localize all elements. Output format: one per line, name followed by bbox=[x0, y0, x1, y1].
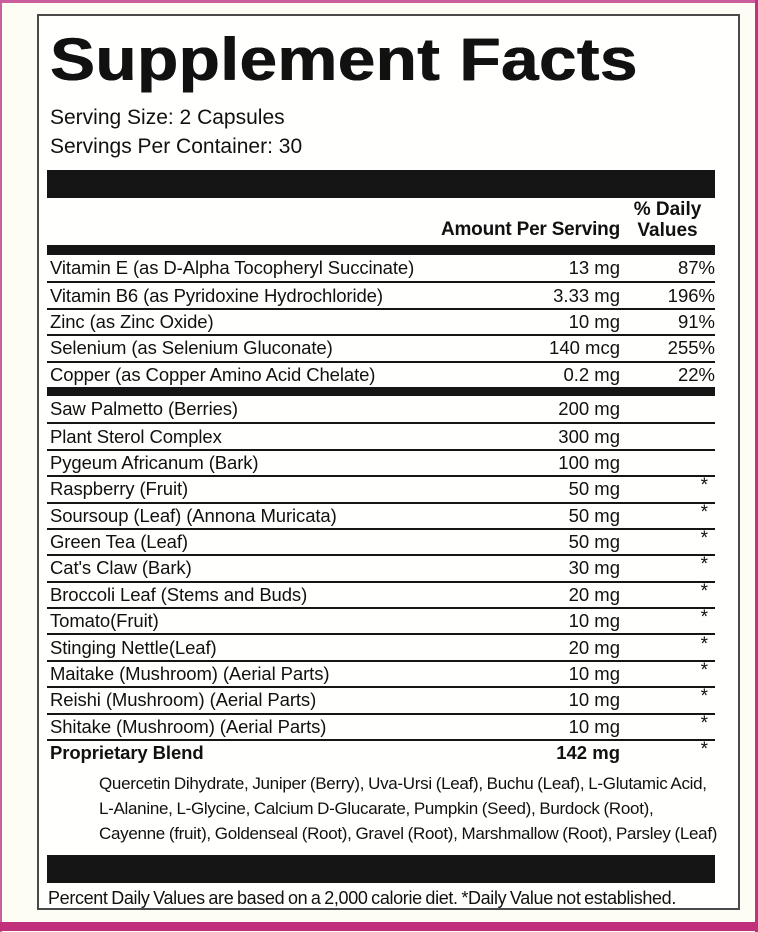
daily-values-header: % Daily Values bbox=[620, 199, 715, 241]
amount-value: 10 mg bbox=[568, 610, 620, 632]
table-row: Maitake (Mushroom) (Aerial Parts) 10 mg * bbox=[47, 659, 715, 686]
table-row: Reishi (Mushroom) (Aerial Parts) 10 mg * bbox=[47, 686, 715, 712]
table-row: Stinging Nettle(Leaf) 20 mg * bbox=[47, 633, 715, 659]
pink-frame-bottom bbox=[0, 922, 758, 931]
pink-frame-right bbox=[755, 0, 758, 932]
ingredient-name: Vitamin E (as D-Alpha Tocopheryl Succina… bbox=[50, 257, 415, 279]
table-column-headers: Amount Per Serving % Daily Values bbox=[47, 198, 715, 245]
dv-value: * bbox=[700, 554, 708, 576]
dv-value: 87% bbox=[677, 257, 715, 279]
label-content: Supplement Facts Serving Size: 2 Capsule… bbox=[39, 16, 738, 909]
ingredient-name: Shitake (Mushroom) (Aerial Parts) bbox=[50, 715, 327, 737]
amount-value: 3.33 mg bbox=[553, 284, 620, 306]
dv-value: * bbox=[700, 580, 708, 602]
table-row: Selenium (as Selenium Gluconate) 140 mcg 2… bbox=[47, 334, 715, 360]
table-row: Tomato(Fruit) 10 mg * bbox=[47, 607, 715, 633]
ingredient-name: Reishi (Mushroom) (Aerial Parts) bbox=[50, 689, 317, 711]
ingredient-name: Soursoup (Leaf) (Annona Muricata) bbox=[50, 504, 337, 526]
table-row: Raspberry (Fruit) 50 mg * bbox=[47, 475, 715, 501]
amount-value: 50 mg bbox=[568, 504, 620, 526]
ingredient-name: Saw Palmetto (Berries) bbox=[50, 398, 238, 420]
amount-value: 300 mg bbox=[558, 425, 620, 447]
top-section-bar bbox=[47, 170, 715, 198]
amount-per-serving-header: Amount Per Serving bbox=[440, 219, 620, 240]
ingredient-name: Cat's Claw (Bark) bbox=[50, 557, 192, 579]
pink-frame-left bbox=[0, 0, 2, 932]
ingredient-name: Pygeum Africanum (Bark) bbox=[50, 451, 259, 473]
table-row: Copper (as Copper Amino Acid Chelate) 0.2… bbox=[47, 360, 715, 387]
dv-value: 22% bbox=[677, 363, 715, 385]
amount-value: 10 mg bbox=[568, 715, 620, 737]
amount-value: 20 mg bbox=[568, 583, 620, 605]
table-row: Pygeum Africanum (Bark) 100 mg bbox=[47, 448, 715, 475]
amount-value: 10 mg bbox=[568, 689, 620, 711]
amount-value: 50 mg bbox=[568, 531, 620, 553]
table-row: Vitamin B6 (as Pyridoxine Hydrochloride)… bbox=[47, 281, 715, 307]
dv-value: * bbox=[700, 712, 708, 734]
amount-value: 10 mg bbox=[568, 310, 620, 332]
table-row: Shitake (Mushroom) (Aerial Parts) 10 mg * bbox=[47, 712, 715, 739]
bottom-section-bar bbox=[47, 855, 715, 884]
dv-value: 255% bbox=[667, 337, 715, 359]
table-row: Cat's Claw (Bark) 30 mg * bbox=[47, 554, 715, 580]
amount-value: 13 mg bbox=[568, 257, 620, 279]
blend-line: Cayenne (fruit), Goldenseal (Root), Grav… bbox=[99, 824, 718, 844]
blend-line: L-Alanine, L-Glycine, Calcium D-Glucarat… bbox=[99, 799, 654, 819]
ingredient-name: Plant Sterol Complex bbox=[50, 425, 222, 447]
table-row: Plant Sterol Complex 300 mg bbox=[47, 422, 715, 448]
amount-value: 50 mg bbox=[568, 478, 620, 500]
ingredient-name: Stinging Nettle(Leaf) bbox=[50, 636, 217, 658]
pink-frame-top bbox=[0, 0, 758, 3]
amount-value: 100 mg bbox=[558, 451, 620, 473]
table-row: Broccoli Leaf (Stems and Buds) 20 mg * bbox=[47, 580, 715, 607]
daily-value-footnote: Percent Daily Values are based on a 2,00… bbox=[48, 888, 676, 909]
ingredient-name: Broccoli Leaf (Stems and Buds) bbox=[50, 583, 308, 605]
amount-value: 10 mg bbox=[568, 663, 620, 685]
ingredient-name: Selenium (as Selenium Gluconate) bbox=[50, 337, 333, 359]
supplement-facts-label: Supplement Facts Serving Size: 2 Capsule… bbox=[37, 14, 740, 910]
dv-value: 196% bbox=[667, 284, 715, 306]
serving-size: Serving Size: 2 Capsules bbox=[50, 106, 285, 129]
ingredient-name: Proprietary Blend bbox=[50, 742, 204, 764]
dv-value: * bbox=[700, 607, 708, 629]
dv-value: * bbox=[700, 739, 708, 761]
dv-value: * bbox=[700, 660, 708, 682]
ingredient-name: Zinc (as Zinc Oxide) bbox=[50, 310, 214, 332]
dv-value: * bbox=[700, 528, 708, 550]
dv-value: * bbox=[700, 475, 708, 497]
table-row: Soursoup (Leaf) (Annona Muricata) 50 mg * bbox=[47, 501, 715, 528]
proprietary-blend-description: Quercetin Dihydrate, Juniper (Berry), Uv… bbox=[47, 765, 718, 855]
serving-info: Serving Size: 2 Capsules Servings Per Co… bbox=[50, 103, 715, 161]
amount-value: 30 mg bbox=[568, 557, 620, 579]
ingredient-name: Tomato(Fruit) bbox=[50, 610, 159, 632]
ingredient-name: Green Tea (Leaf) bbox=[50, 531, 188, 553]
facts-rows: Vitamin E (as D-Alpha Tocopheryl Succina… bbox=[47, 255, 715, 765]
ingredient-name: Copper (as Copper Amino Acid Chelate) bbox=[50, 363, 376, 385]
table-row: Vitamin E (as D-Alpha Tocopheryl Succina… bbox=[47, 255, 715, 281]
daily-values-header-line2: Values bbox=[637, 220, 698, 241]
daily-values-header-line1: % Daily bbox=[633, 199, 702, 220]
amount-value: 140 mcg bbox=[549, 337, 620, 359]
blend-line: Quercetin Dihydrate, Juniper (Berry), Uv… bbox=[99, 774, 707, 794]
table-row: Green Tea (Leaf) 50 mg * bbox=[47, 527, 715, 554]
dv-value: * bbox=[700, 501, 708, 523]
servings-per-container: Servings Per Container: 30 bbox=[50, 135, 303, 158]
ingredient-name: Raspberry (Fruit) bbox=[50, 478, 189, 500]
section-divider-bar bbox=[47, 386, 715, 396]
amount-value: 200 mg bbox=[558, 398, 620, 420]
label-title: Supplement Facts bbox=[50, 26, 638, 93]
amount-value: 142 mg bbox=[556, 742, 620, 764]
dv-value: 91% bbox=[677, 310, 715, 332]
table-row: Zinc (as Zinc Oxide) 10 mg 91% bbox=[47, 307, 715, 334]
dv-value: * bbox=[700, 686, 708, 708]
header-divider-bar bbox=[47, 245, 715, 255]
table-row: Saw Palmetto (Berries) 200 mg bbox=[47, 396, 715, 422]
ingredient-name: Maitake (Mushroom) (Aerial Parts) bbox=[50, 663, 330, 685]
table-row: Proprietary Blend 142 mg * bbox=[47, 739, 715, 765]
dv-value: * bbox=[700, 633, 708, 655]
amount-value: 20 mg bbox=[568, 636, 620, 658]
amount-value: 0.2 mg bbox=[563, 363, 620, 385]
ingredient-name: Vitamin B6 (as Pyridoxine Hydrochloride) bbox=[50, 284, 383, 306]
